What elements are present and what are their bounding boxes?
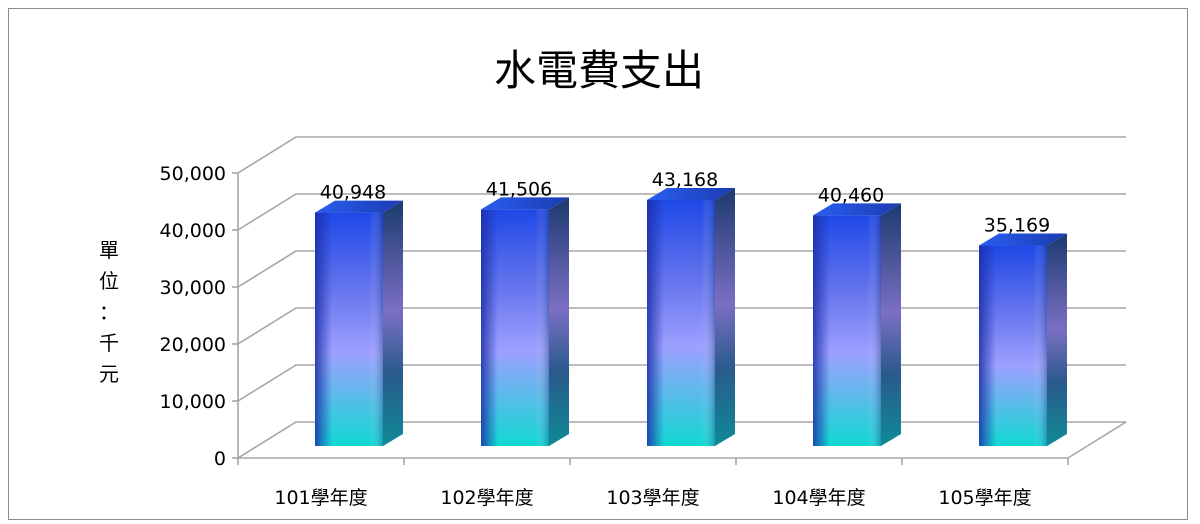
x-tick-label: 101學年度: [274, 487, 367, 509]
bar-side: [383, 200, 403, 446]
y-tick-label: 10,000: [160, 391, 226, 413]
bar-top: [813, 203, 901, 216]
bar-shade: [481, 209, 549, 446]
bar-side: [549, 197, 569, 446]
x-tick-label: 105學年度: [938, 487, 1031, 509]
data-label: 40,948: [320, 182, 386, 204]
data-labels: 40,948 41,506 43,168 40,460 35,169: [320, 169, 1050, 237]
axes: [232, 172, 1127, 465]
y-tick-label: 40,000: [160, 220, 226, 242]
y-axis-label-char: 元: [99, 362, 119, 386]
x-tick-label: 102學年度: [440, 487, 533, 509]
bar-side: [715, 187, 735, 447]
bar-top: [315, 200, 403, 213]
gridline: [237, 136, 1126, 174]
y-axis-label-char: 位: [99, 269, 119, 293]
y-axis-label-char: ：: [99, 300, 119, 324]
bar-chart: 水電費支出 單位 ： 千元 0 10,000 20,000 30,000 40,000 50,…: [99, 46, 1127, 509]
bar: [979, 233, 1067, 446]
bar-top: [979, 233, 1067, 246]
chart-frame: 水電費支出 單位 ： 千元 0 10,000 20,000 30,000 40,000 50,…: [8, 8, 1188, 520]
bar-top: [647, 187, 735, 200]
y-axis-label-char: 單: [99, 238, 119, 262]
data-label: 35,169: [984, 215, 1050, 237]
y-tick-label: 20,000: [160, 334, 226, 356]
y-axis-ticks: 0 10,000 20,000 30,000 40,000 50,000: [160, 163, 226, 470]
y-axis-label-char: 千: [99, 331, 119, 355]
bar-shade: [315, 212, 383, 446]
floor-edge: [1067, 421, 1127, 459]
bars: [315, 187, 1067, 447]
bar-side: [881, 203, 901, 446]
bar-side: [1047, 233, 1067, 446]
bar-shade: [979, 245, 1047, 446]
gridline: [237, 193, 1126, 231]
y-axis-label: 單位 ： 千元: [99, 238, 119, 386]
chart-title: 水電費支出: [494, 46, 704, 95]
bar: [647, 187, 735, 447]
bar-shade: [647, 199, 715, 446]
y-tick-label: 0: [214, 448, 226, 470]
data-label: 43,168: [652, 169, 718, 191]
bar: [813, 203, 901, 446]
y-tick-label: 50,000: [160, 163, 226, 185]
x-tick-label: 103學年度: [606, 487, 699, 509]
x-tick-label: 104學年度: [772, 487, 865, 509]
bar: [315, 200, 403, 446]
x-axis-ticks: 101學年度 102學年度 103學年度 104學年度 105學年度: [274, 487, 1031, 509]
data-label: 41,506: [486, 178, 552, 200]
data-label: 40,460: [818, 184, 884, 206]
bar-shade: [813, 215, 881, 446]
bar-top: [481, 197, 569, 210]
y-tick-label: 30,000: [160, 277, 226, 299]
bar: [481, 197, 569, 446]
